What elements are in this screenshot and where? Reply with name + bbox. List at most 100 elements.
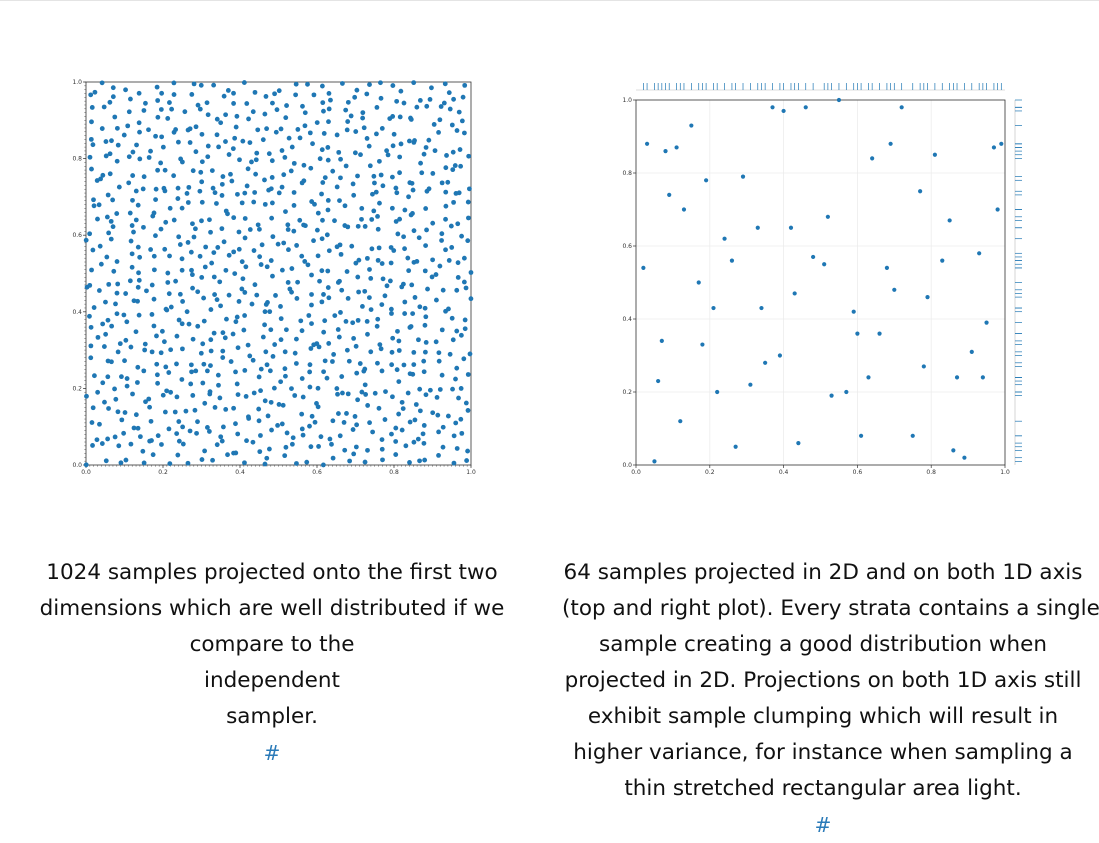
data-point	[851, 309, 856, 314]
data-point	[155, 98, 161, 103]
data-point	[179, 377, 185, 382]
tick-label-x: 0.6	[853, 469, 863, 476]
data-point	[455, 221, 461, 227]
data-point	[400, 406, 406, 412]
data-point	[90, 247, 96, 253]
data-point	[229, 178, 235, 184]
data-point	[378, 172, 384, 178]
data-point	[343, 107, 349, 113]
data-point	[114, 259, 120, 264]
permalink-anchor[interactable]: #	[263, 741, 281, 765]
data-point	[226, 292, 232, 298]
data-point	[376, 158, 382, 164]
data-point	[411, 439, 417, 445]
data-point	[411, 362, 417, 367]
data-point	[345, 295, 351, 301]
data-point	[372, 180, 377, 186]
data-point	[325, 268, 331, 274]
data-point	[299, 328, 305, 334]
data-point	[97, 243, 103, 249]
data-point	[466, 186, 472, 192]
data-point	[390, 394, 395, 400]
data-point	[108, 218, 114, 224]
data-point	[285, 222, 291, 228]
data-point	[338, 175, 343, 181]
data-point	[219, 226, 225, 232]
data-point	[217, 395, 223, 401]
data-point	[379, 125, 385, 131]
data-point	[223, 407, 229, 412]
data-point	[320, 100, 326, 106]
data-point	[429, 85, 434, 91]
data-point	[146, 127, 151, 133]
data-point	[115, 281, 121, 287]
data-point	[267, 368, 273, 374]
data-point	[389, 349, 395, 355]
data-point	[291, 160, 297, 166]
data-point	[299, 411, 305, 417]
data-point	[250, 109, 256, 115]
data-point	[346, 358, 352, 364]
data-point	[226, 252, 232, 258]
data-point	[217, 279, 223, 285]
data-point	[255, 222, 261, 228]
data-point	[223, 267, 229, 273]
data-point	[283, 444, 289, 450]
data-point	[158, 350, 164, 356]
data-point	[90, 142, 96, 148]
data-point	[143, 399, 148, 405]
data-point	[218, 120, 224, 126]
data-point	[180, 346, 185, 352]
data-point	[322, 175, 328, 181]
data-point	[189, 272, 195, 278]
data-point	[154, 372, 160, 378]
data-point	[208, 337, 214, 343]
data-point	[382, 293, 388, 299]
data-point	[393, 219, 399, 224]
data-point	[377, 200, 382, 206]
data-point	[168, 389, 174, 395]
data-point	[199, 159, 205, 165]
data-point	[269, 427, 274, 433]
data-point	[925, 295, 930, 300]
data-point	[440, 444, 446, 450]
data-point	[932, 152, 937, 157]
tick-label-x: 0.6	[312, 469, 322, 476]
data-point	[910, 433, 915, 438]
data-point	[294, 296, 300, 301]
data-point	[175, 185, 181, 191]
data-point	[378, 346, 384, 352]
data-point	[969, 349, 974, 354]
data-point	[252, 190, 258, 195]
data-point	[305, 262, 311, 268]
data-point	[264, 362, 270, 368]
data-point	[454, 446, 460, 451]
data-point	[325, 157, 331, 163]
data-point	[223, 208, 229, 214]
data-point	[160, 144, 166, 150]
data-point	[390, 114, 396, 119]
data-point	[141, 224, 146, 230]
data-point	[458, 416, 464, 422]
permalink-anchor[interactable]: #	[814, 813, 832, 837]
data-point	[365, 403, 371, 408]
data-point	[176, 234, 182, 240]
data-point	[114, 211, 120, 216]
data-point	[419, 170, 425, 176]
data-point	[416, 235, 422, 241]
data-point	[256, 418, 262, 424]
data-point	[380, 276, 386, 282]
data-point	[866, 375, 871, 380]
data-point	[410, 211, 415, 216]
data-point	[283, 327, 289, 333]
data-point	[193, 124, 199, 130]
data-point	[449, 245, 455, 250]
data-point	[307, 362, 313, 368]
data-point	[652, 459, 657, 464]
data-point	[110, 197, 116, 203]
caption-line: compare to the	[189, 632, 355, 657]
data-point	[408, 117, 414, 122]
data-point	[84, 393, 89, 399]
data-point	[999, 141, 1004, 146]
data-point	[163, 219, 169, 225]
